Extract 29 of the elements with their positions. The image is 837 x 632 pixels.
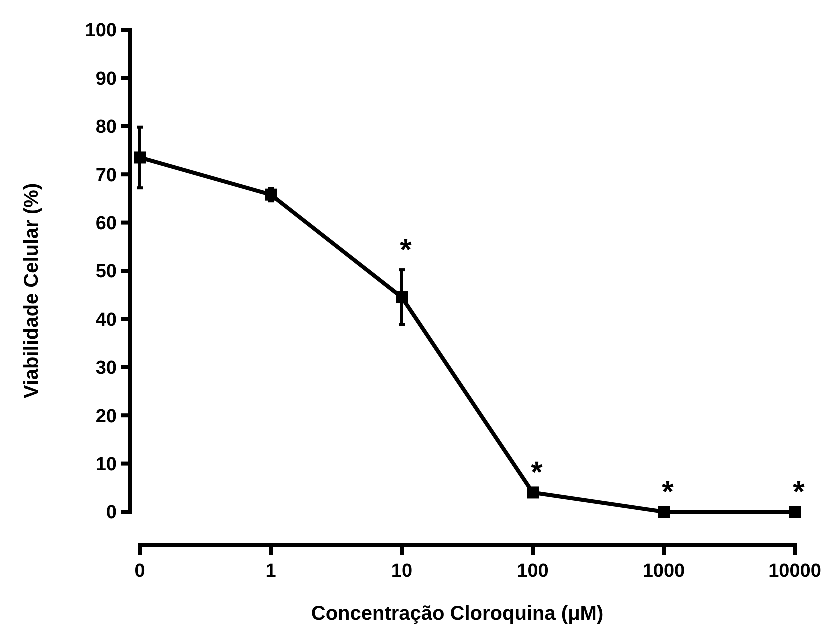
y-tick-label: 70 [96, 165, 117, 186]
y-tick-label: 30 [96, 358, 117, 380]
annotation: * [662, 476, 674, 509]
y-tick-label: 20 [96, 406, 117, 428]
x-tick-label: 100 [517, 561, 549, 582]
annotation: * [793, 476, 806, 509]
y-tick-label: 90 [96, 68, 117, 90]
x-tick-label: 10 [391, 561, 413, 582]
x-tick-label: 10000 [768, 561, 822, 582]
y-tick-label: 60 [96, 213, 117, 234]
y-tick-label: 50 [96, 262, 117, 283]
x-tick-label: 1 [266, 561, 277, 582]
point [527, 486, 539, 499]
point [396, 292, 408, 304]
point [658, 506, 670, 518]
x-tick-label: 0 [134, 561, 146, 582]
annotation: * [400, 234, 412, 268]
point [134, 152, 146, 164]
annotation: * [531, 456, 544, 490]
y-tick-label: 0 [106, 502, 117, 524]
x-axis-title: Concentração Cloroquina (μM) [311, 603, 604, 625]
y-tick-label: 80 [96, 117, 117, 138]
point [265, 188, 277, 201]
y-tick-label: 10 [96, 454, 117, 476]
y-axis-title: Viabilidade Celular (%) [21, 183, 43, 399]
x-tick-label: 1000 [642, 561, 686, 582]
y-tick-label: 100 [85, 20, 117, 42]
point [789, 506, 801, 518]
y-tick-label: 40 [96, 310, 117, 331]
